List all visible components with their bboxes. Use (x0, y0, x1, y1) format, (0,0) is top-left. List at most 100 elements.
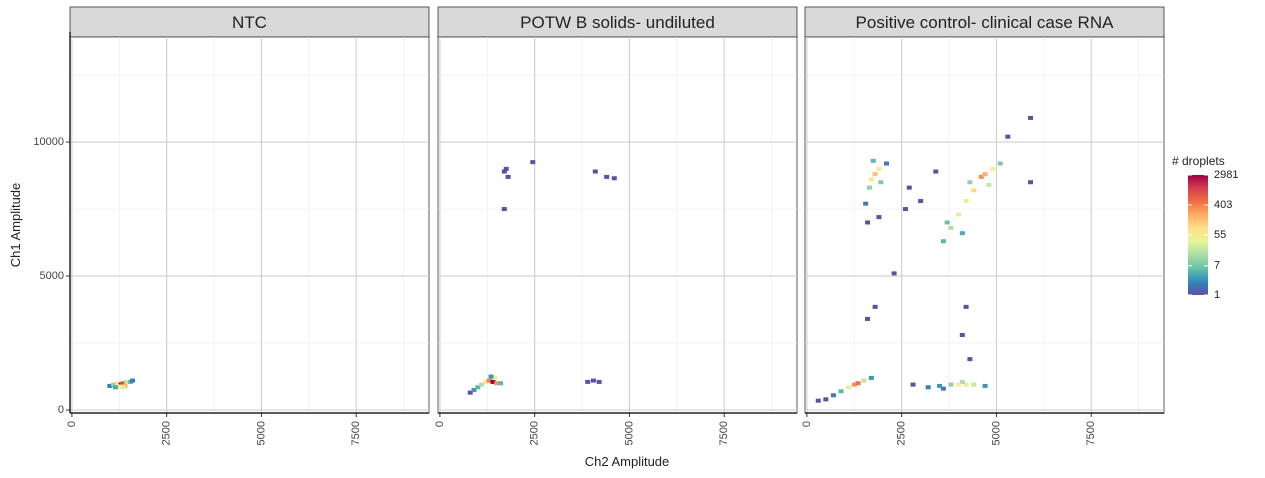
hexbin-cell (505, 174, 511, 179)
legend-label: 2981 (1214, 169, 1238, 181)
hexbin-cell (530, 160, 536, 165)
hexbin-cell (884, 161, 890, 166)
hexbin-cell (986, 182, 992, 187)
hexbin-cell (971, 382, 977, 387)
hexbin-cell (1005, 134, 1011, 139)
x-tick-label: 0 (434, 421, 446, 427)
facet-title: Positive control- clinical case RNA (856, 13, 1115, 32)
hexbin-cell (855, 381, 861, 386)
hexbin-cell (467, 390, 473, 395)
x-tick-label: 5000 (623, 421, 635, 445)
hexbin-cell (959, 379, 965, 384)
hexbin-cell (868, 177, 874, 182)
legend-colorbar (1188, 175, 1208, 295)
hexbin-cell (940, 239, 946, 244)
facet-title: POTW B solids- undiluted (520, 13, 715, 32)
x-tick-label: 2500 (529, 421, 541, 445)
hexbin-cell (925, 385, 931, 390)
x-tick-label: 0 (801, 421, 813, 427)
hexbin-cell (872, 172, 878, 177)
facet-title: NTC (232, 13, 267, 32)
x-tick-label: 7500 (1085, 421, 1097, 445)
hexbin-cell (120, 385, 126, 390)
hexbin-cell (944, 220, 950, 225)
strip (804, 6, 1165, 38)
hexbin-cell (501, 207, 507, 212)
hexbin-cell (963, 199, 969, 204)
hexbin-cell (124, 379, 130, 384)
hexbin-cell (866, 185, 872, 190)
hexbin-cell (490, 379, 496, 384)
hexbin-cell (997, 161, 1003, 166)
hexbin-cell (937, 383, 943, 388)
hexbin-cell (956, 212, 962, 217)
hexbin-cell (863, 201, 869, 206)
x-axis-label: Ch2 Amplitude (585, 454, 670, 469)
y-axis-label: Ch1 Amplitude (8, 183, 23, 268)
x-tick-label: 5000 (255, 421, 267, 445)
panel (437, 36, 798, 414)
hexbin-cell (611, 176, 617, 181)
hexbin-cell (111, 382, 117, 387)
hexbin-cell (878, 180, 884, 185)
hexbin-cell (488, 374, 494, 379)
x-tick-label: 7500 (718, 421, 730, 445)
strip (437, 6, 798, 38)
hexbin-cell (112, 385, 118, 390)
x-tick-label: 2500 (896, 421, 908, 445)
hexbin-cell (498, 381, 504, 386)
hexbin-cell (906, 185, 912, 190)
x-tick-label: 2500 (161, 421, 173, 445)
hexbin-cell (948, 382, 954, 387)
hexbin-cell (876, 215, 882, 220)
hexbin-cell (865, 316, 871, 321)
hexbin-cell (971, 188, 977, 193)
y-tick-label: 5000 (40, 270, 64, 282)
y-tick-label: 10000 (33, 136, 64, 148)
hexbin-cell (940, 386, 946, 391)
hexbin-cell (865, 220, 871, 225)
panel (69, 36, 430, 414)
hexbin-cell (482, 379, 488, 384)
hexbin-cell (592, 169, 598, 174)
hexbin-cell (501, 169, 507, 174)
hexbin-cell (116, 384, 122, 389)
hexbin-cell (918, 199, 924, 204)
hexbin-cell (846, 385, 852, 390)
hexbin-cell (107, 383, 113, 388)
hexbin-cell (475, 385, 481, 390)
hexbin-cell (876, 166, 882, 171)
hexbin-cell (851, 382, 857, 387)
hexbin-cell (910, 382, 916, 387)
hexbin-cell (130, 378, 136, 383)
hexbin-cell (967, 180, 973, 185)
hexbin-cell (838, 389, 844, 394)
hexbin-cell (471, 387, 477, 392)
hexbin-cell (933, 169, 939, 174)
hexbin-cell (830, 393, 836, 398)
hexbin-cell (503, 166, 509, 171)
hexbin-cell (585, 379, 591, 384)
hexbin-cell (982, 172, 988, 177)
hexbin-cell (902, 207, 908, 212)
hexbin-cell (956, 382, 962, 387)
legend-label: 403 (1214, 199, 1232, 211)
hexbin-cell (990, 166, 996, 171)
legend-label: 55 (1214, 229, 1226, 241)
hexbin-cell (948, 225, 954, 230)
hexbin-cell (963, 304, 969, 309)
hexbin-cell (1028, 115, 1034, 120)
legend-title: # droplets (1172, 154, 1225, 168)
hexbin-cell (492, 375, 498, 380)
hexbin-cell (596, 379, 602, 384)
legend-label: 1 (1214, 289, 1220, 301)
hexbin-cell (868, 375, 874, 380)
hexbin-cell (872, 304, 878, 309)
hexbin-cell (967, 357, 973, 362)
hexbin-cell (590, 378, 596, 383)
hexbin-cell (982, 383, 988, 388)
hexbin-cell (823, 397, 829, 402)
hexbin-cell (120, 381, 126, 386)
hexbin-cell (891, 271, 897, 276)
